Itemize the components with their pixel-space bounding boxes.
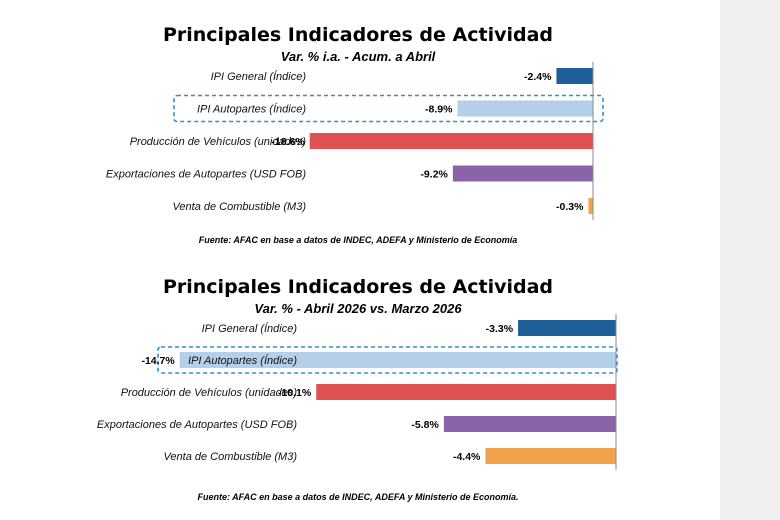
category-label: Exportaciones de Autopartes (USD FOB): [97, 419, 297, 431]
value-label: -3.3%: [486, 323, 514, 335]
bar: [457, 100, 593, 117]
chart-monthly-svg: Principales Indicadores de Actividad Var…: [97, 276, 618, 502]
category-label: IPI Autopartes (Índice): [188, 354, 297, 367]
source-note: Fuente: AFAC en base a datos de INDEC, A…: [197, 492, 518, 502]
category-label: IPI General (Índice): [202, 322, 298, 335]
value-label: -2.4%: [524, 71, 552, 83]
value-label: -4.4%: [453, 451, 481, 463]
bar: [179, 352, 616, 368]
category-label: IPI General (Índice): [211, 70, 307, 83]
chart-title: Principales Indicadores de Actividad: [163, 276, 553, 298]
source-note: Fuente: AFAC en base a datos de INDEC, A…: [199, 235, 518, 245]
chart-subtitle: Var. % i.a. - Acum. a Abril: [281, 49, 436, 64]
chart-subtitle: Var. % - Abril 2026 vs. Marzo 2026: [254, 301, 462, 316]
bar: [518, 320, 616, 336]
category-label: Producción de Vehículos (unidades): [130, 136, 307, 148]
value-label: -18.6%: [271, 136, 305, 148]
bar: [443, 416, 616, 432]
chart-monthly: Principales Indicadores de Actividad Var…: [0, 255, 720, 520]
bar: [556, 68, 593, 84]
highlight-box: [173, 94, 604, 123]
chart-accumulated-svg: Principales Indicadores de Actividad Var…: [106, 24, 604, 245]
value-label: -14.7%: [141, 355, 175, 367]
value-label: -8.9%: [425, 104, 453, 116]
value-label: -10.1%: [278, 387, 312, 399]
chart-title: Principales Indicadores de Actividad: [163, 24, 553, 46]
category-label: Venta de Combustible (M3): [173, 201, 307, 213]
chart-accumulated: Principales Indicadores de Actividad Var…: [0, 0, 720, 255]
bar: [309, 133, 593, 149]
value-label: -5.8%: [411, 419, 439, 431]
right-side-panel: [720, 0, 780, 520]
value-label: -0.3%: [556, 201, 584, 213]
category-label: Exportaciones de Autopartes (USD FOB): [106, 169, 306, 181]
category-label: Producción de Vehículos (unidades): [121, 387, 298, 399]
bar: [485, 448, 616, 464]
category-label: Venta de Combustible (M3): [164, 451, 298, 463]
category-label: IPI Autopartes (Índice): [197, 103, 306, 116]
bar: [316, 384, 616, 400]
bar: [452, 165, 593, 182]
highlight-box: [157, 346, 618, 374]
bar: [588, 198, 593, 214]
value-label: -9.2%: [420, 169, 448, 181]
